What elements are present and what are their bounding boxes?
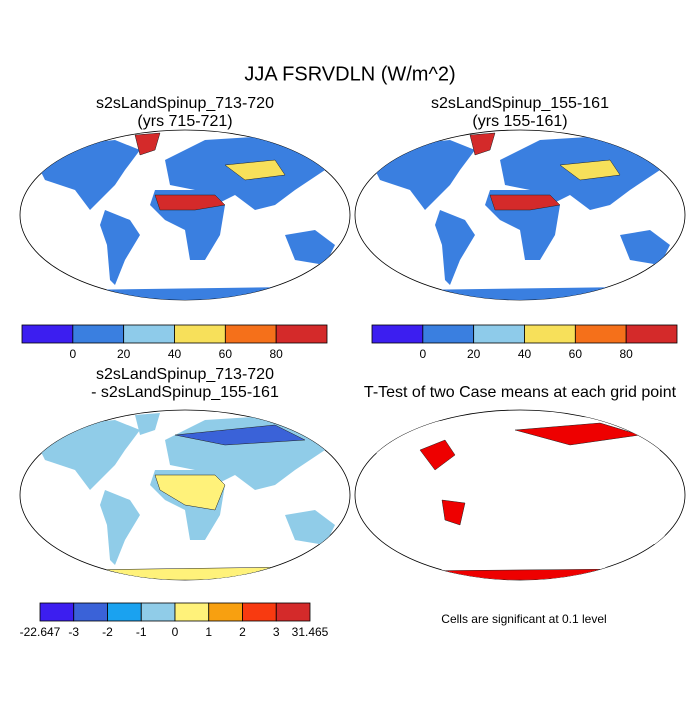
colorbar-box	[174, 324, 226, 344]
colorbar-box	[242, 602, 277, 622]
colorbar-box	[140, 602, 176, 622]
colorbar-label: 60	[569, 347, 583, 361]
map	[19, 129, 351, 301]
colorbar-box	[574, 324, 627, 344]
map	[19, 409, 351, 581]
colorbar-label: 80	[269, 347, 283, 361]
colorbar-box	[39, 602, 75, 622]
colorbar-label: 0	[172, 625, 179, 639]
colorbar-label: 80	[619, 347, 633, 361]
colorbar-box	[123, 324, 175, 344]
colorbar-box	[73, 602, 108, 622]
panel-subtitle: - s2sLandSpinup_155-161	[91, 384, 279, 401]
panel-title: s2sLandSpinup_713-720	[96, 366, 274, 383]
panel-title: s2sLandSpinup_155-161	[431, 95, 609, 112]
colorbar-label: 3	[273, 625, 280, 639]
colorbar-label: 31.465	[292, 625, 329, 639]
colorbar-box	[208, 602, 243, 622]
colorbar-label: 2	[239, 625, 246, 639]
colorbar-label: 60	[219, 347, 233, 361]
colorbar-label: 40	[168, 347, 182, 361]
colorbar-box	[72, 324, 125, 344]
map	[354, 409, 686, 581]
colorbar-box	[224, 324, 277, 344]
colorbar-box	[275, 324, 328, 344]
colorbar-label: -3	[68, 625, 79, 639]
panel-subtitle: (yrs 155-161)	[472, 113, 567, 130]
colorbar-label: -2	[102, 625, 113, 639]
colorbar-label: -22.647	[20, 625, 61, 639]
colorbar: 0 20 40 60 80	[21, 324, 328, 361]
colorbar-label: 40	[518, 347, 532, 361]
figure-title: JJA FSRVDLN (W/m^2)	[244, 63, 455, 85]
colorbar-box	[422, 324, 475, 344]
colorbar-box	[625, 324, 678, 344]
colorbar-label: 0	[69, 347, 76, 361]
colorbar-label: -1	[136, 625, 147, 639]
colorbar: 0 20 40 60 80	[371, 324, 678, 361]
colorbar-box	[174, 602, 210, 622]
colorbar: -22.647 -3 -2 -1 0 1 2 3 31.465	[20, 602, 329, 639]
panel-title: T-Test of two Case means at each grid po…	[364, 384, 677, 401]
colorbar-label: 1	[205, 625, 212, 639]
colorbar-box	[524, 324, 576, 344]
colorbar-box	[473, 324, 525, 344]
colorbar-box	[275, 602, 311, 622]
colorbar-label: 20	[117, 347, 131, 361]
colorbar-label: 20	[467, 347, 481, 361]
colorbar-label: 0	[419, 347, 426, 361]
colorbar-box	[371, 324, 424, 344]
colorbar-box	[107, 602, 142, 622]
map	[354, 129, 686, 301]
panel-title: s2sLandSpinup_713-720	[96, 95, 274, 112]
panel-subtitle: (yrs 715-721)	[137, 113, 232, 130]
colorbar-box	[21, 324, 74, 344]
note: Cells are significant at 0.1 level	[441, 612, 606, 626]
